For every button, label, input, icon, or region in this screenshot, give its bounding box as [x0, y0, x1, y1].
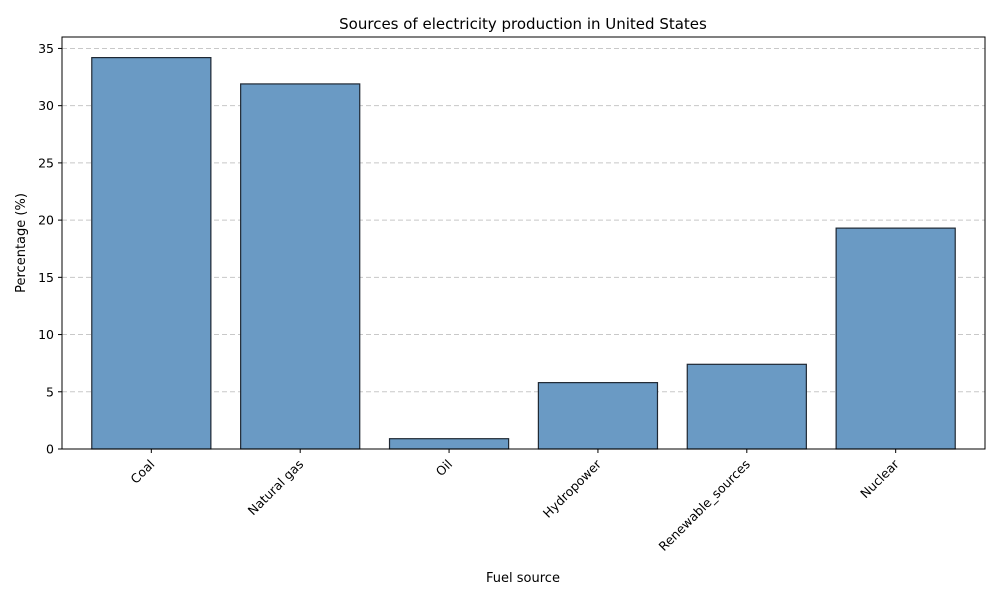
y-axis-label: Percentage (%) — [14, 193, 29, 293]
chart-title: Sources of electricity production in Uni… — [339, 15, 707, 33]
bar-hydropower — [537, 382, 659, 450]
y-axis-ticks: 0 5 10 15 20 25 30 35 — [38, 41, 62, 457]
y-tick-label: 5 — [46, 384, 54, 399]
x-axis-label: Fuel source — [486, 571, 560, 586]
bar-oil — [388, 438, 510, 450]
y-tick-label: 25 — [38, 155, 54, 170]
bar-coal — [91, 56, 212, 450]
bar-natural-gas — [240, 83, 361, 450]
plot-area-frame — [61, 36, 986, 450]
bar-renewable-sources — [686, 363, 807, 450]
y-tick-label: 20 — [38, 213, 54, 228]
y-tick-label: 10 — [38, 327, 54, 342]
y-tick-label: 15 — [38, 270, 54, 285]
bar-nuclear — [835, 227, 956, 450]
y-tick-label: 30 — [38, 98, 54, 113]
y-tick-label: 0 — [46, 442, 54, 457]
y-tick-label: 35 — [38, 41, 54, 56]
